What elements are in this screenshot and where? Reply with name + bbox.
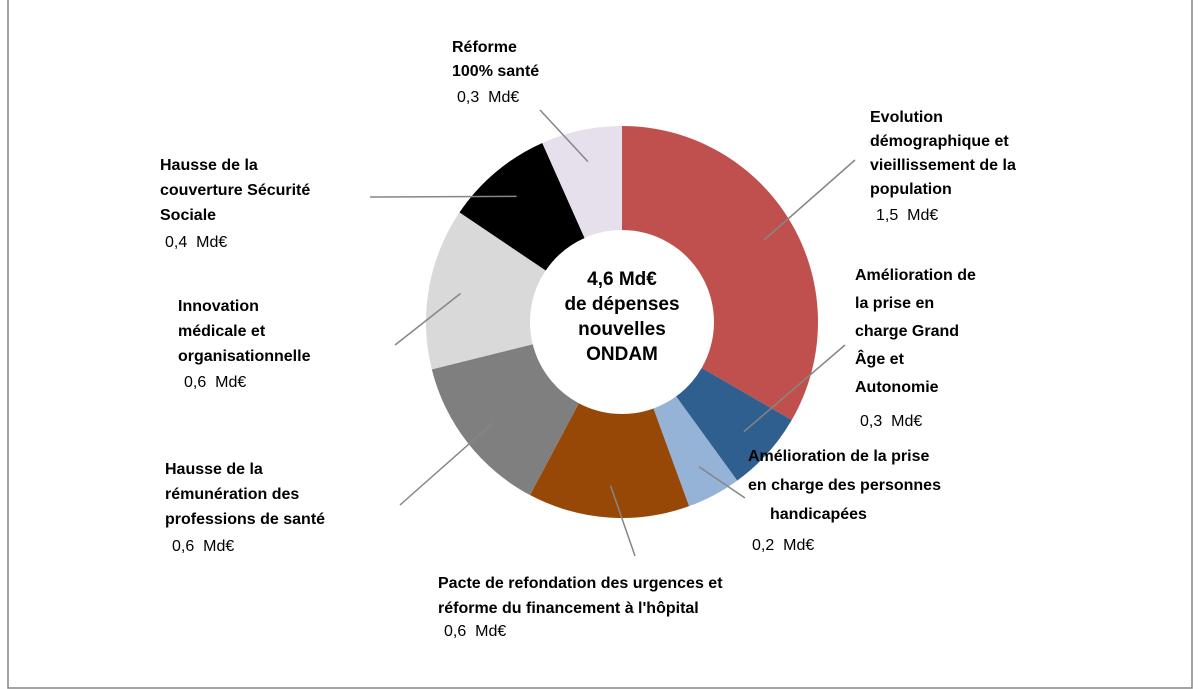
donut-segment xyxy=(622,126,818,420)
leader-line xyxy=(539,109,589,163)
segment-label: organisationnelle xyxy=(178,348,311,365)
segment-label: population xyxy=(870,181,952,198)
segment-label: Autonomie xyxy=(855,379,939,396)
leader-line xyxy=(743,344,846,433)
segment-label: Pacte de refondation des urgences et xyxy=(438,575,723,592)
segment-label: charge Grand xyxy=(855,323,959,340)
segment-label: la prise en xyxy=(855,295,934,312)
donut-segment xyxy=(426,212,546,370)
segment-label: Amélioration de la prise xyxy=(748,448,929,465)
segment-label: vieillissement de la xyxy=(870,157,1016,174)
segment-label: Réforme xyxy=(452,39,517,56)
segment-label: Innovation xyxy=(178,298,259,315)
segment-label: Amélioration de xyxy=(855,267,976,284)
segment-label: réforme du financement à l'hôpital xyxy=(438,600,699,617)
segment-label: 100% santé xyxy=(452,63,539,80)
donut-segment xyxy=(676,368,792,481)
value-label: 0,6 Md€ xyxy=(444,623,506,640)
donut-segment xyxy=(529,403,690,518)
value-label: 0,3 Md€ xyxy=(457,89,519,106)
segment-label: en charge des personnes xyxy=(748,477,941,494)
segment-label: handicapées xyxy=(770,506,867,523)
segment-label: rémunération des xyxy=(165,486,299,503)
segment-label: médicale et xyxy=(178,323,266,340)
segment-label: Hausse de la xyxy=(165,461,263,478)
value-label: 0,2 Md€ xyxy=(752,537,814,554)
segment-label: Evolution xyxy=(870,109,943,126)
donut-segment xyxy=(431,344,579,496)
leader-line xyxy=(394,292,461,346)
value-label: 0,6 Md€ xyxy=(172,538,234,555)
leader-line xyxy=(609,485,636,557)
value-label: 0,3 Md€ xyxy=(860,413,922,430)
leader-line xyxy=(399,422,494,506)
value-label: 0,4 Md€ xyxy=(165,234,227,251)
donut-segment xyxy=(459,142,585,271)
value-label: 0,6 Md€ xyxy=(184,374,246,391)
leader-line xyxy=(369,195,517,198)
segment-label: professions de santé xyxy=(165,511,325,528)
value-label: 1,5 Md€ xyxy=(876,207,938,224)
donut-segment xyxy=(542,126,622,238)
center-label: de dépenses xyxy=(564,294,679,315)
segment-label: couverture Sécurité xyxy=(160,182,310,199)
segment-label: Hausse de la xyxy=(160,157,258,174)
center-label: 4,6 Md€ xyxy=(587,269,657,290)
center-label: nouvelles xyxy=(578,319,666,340)
chart-frame xyxy=(7,0,1193,689)
leader-line xyxy=(763,159,856,241)
segment-label: Sociale xyxy=(160,207,216,224)
segment-label: démographique et xyxy=(870,133,1009,150)
center-label: ONDAM xyxy=(586,344,658,365)
segment-label: Âge et xyxy=(855,349,905,368)
leader-line xyxy=(698,466,746,499)
